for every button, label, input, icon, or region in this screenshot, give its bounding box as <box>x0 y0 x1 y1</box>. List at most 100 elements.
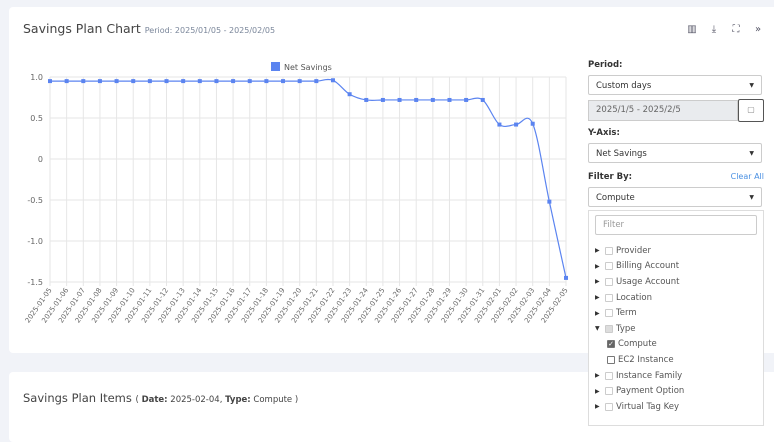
filter-search-input[interactable]: Filter <box>595 215 757 235</box>
filter-tree-label: Term <box>616 308 637 319</box>
filter-tree-label: Compute <box>618 339 657 350</box>
checkbox[interactable] <box>605 277 613 286</box>
filter-tree-item[interactable]: EC2 Instance <box>595 352 684 368</box>
caret-down-icon: ▼ <box>749 82 754 89</box>
checkbox[interactable] <box>605 246 613 255</box>
y-tick-label: -1.0 <box>27 237 43 246</box>
filter-tree-item[interactable]: ▶ Instance Family <box>595 368 684 384</box>
data-point <box>214 79 219 84</box>
series-line <box>50 78 567 279</box>
caret-right-icon[interactable]: ▶ <box>595 372 600 380</box>
caret-right-icon[interactable]: ▶ <box>595 294 600 302</box>
calendar-icon: ▢ <box>747 105 755 114</box>
filter-label: Filter By: <box>588 172 633 182</box>
filter-tree-item[interactable]: ▶ Provider <box>595 243 684 259</box>
data-point <box>281 79 286 84</box>
data-point <box>231 79 236 84</box>
data-point <box>480 97 485 102</box>
period-subtitle: Period: 2025/01/05 - 2025/02/05 <box>144 26 276 35</box>
filter-tree-label: Type <box>616 323 636 334</box>
caret-down-icon[interactable]: ▼ <box>595 325 600 333</box>
data-point <box>81 79 86 84</box>
data-point <box>530 121 535 126</box>
download-icon[interactable]: ⤓ <box>711 24 717 35</box>
fullscreen-icon[interactable]: ⛶ <box>732 24 740 35</box>
collapse-panel-icon[interactable]: » <box>754 24 762 35</box>
data-point <box>514 122 519 127</box>
filter-tree-item[interactable]: ▶ Billing Account <box>595 259 684 275</box>
date-range-input[interactable]: 2025/1/5 - 2025/2/5 <box>588 100 738 121</box>
items-title: Savings Plan Items ( Date: 2025-02-04, T… <box>23 391 299 405</box>
data-point <box>397 97 402 102</box>
data-point <box>364 97 369 102</box>
filter-tree-item[interactable]: ▶ Usage Account <box>595 274 684 290</box>
caret-right-icon[interactable]: ▶ <box>595 247 600 255</box>
filter-tree: ▶ Provider ▶ Billing Account ▶ Usage Account ▶… <box>595 243 684 415</box>
checkbox[interactable] <box>605 293 613 302</box>
data-point <box>97 79 102 84</box>
checkbox[interactable]: ✓ <box>607 340 615 349</box>
data-point <box>347 92 352 97</box>
period-label: Period: <box>588 60 623 70</box>
caret-down-icon: ▼ <box>749 194 754 201</box>
filter-tree-item[interactable]: ▶ Location <box>595 290 684 306</box>
caret-right-icon[interactable]: ▶ <box>595 278 600 286</box>
checkbox[interactable] <box>605 371 613 380</box>
data-point <box>131 79 136 84</box>
data-point <box>447 97 452 102</box>
data-point <box>197 79 202 84</box>
filter-select[interactable]: Compute ▼ <box>588 187 762 207</box>
filter-tree-label: Billing Account <box>616 261 680 272</box>
data-point <box>164 79 169 84</box>
calendar-button[interactable]: ▢ <box>738 99 764 122</box>
filter-tree-label: Payment Option <box>616 386 685 397</box>
data-point <box>297 79 302 84</box>
checkbox[interactable] <box>607 355 615 364</box>
data-point <box>64 79 69 84</box>
y-tick-label: -0.5 <box>27 196 43 205</box>
checkbox[interactable] <box>605 262 613 271</box>
checkbox[interactable] <box>605 324 613 333</box>
data-point <box>181 79 186 84</box>
bar-chart-icon[interactable]: ▥ <box>687 24 697 35</box>
data-point <box>114 79 119 84</box>
y-tick-label: 1.0 <box>30 73 43 82</box>
data-point <box>414 97 419 102</box>
data-point <box>247 79 252 84</box>
data-point <box>330 78 335 83</box>
legend-swatch <box>271 62 280 71</box>
filter-tree-item[interactable]: ✓ Compute <box>595 337 684 353</box>
y-tick-label: -1.5 <box>27 278 43 287</box>
checkbox[interactable] <box>605 402 613 411</box>
data-point <box>497 122 502 127</box>
clear-all-link[interactable]: Clear All <box>730 172 764 181</box>
caret-right-icon[interactable]: ▶ <box>595 403 600 411</box>
filter-tree-item[interactable]: ▶ Virtual Tag Key <box>595 399 684 415</box>
filter-tree-label: Instance Family <box>616 370 683 381</box>
caret-right-icon[interactable]: ▶ <box>595 309 600 317</box>
filter-tree-item[interactable]: ▼ Type <box>595 321 684 337</box>
filter-tree-item[interactable]: ▶ Payment Option <box>595 383 684 399</box>
period-select[interactable]: Custom days ▼ <box>588 75 762 95</box>
data-point <box>264 79 269 84</box>
filter-tree-label: Provider <box>616 245 651 256</box>
data-point <box>314 79 319 84</box>
checkbox[interactable] <box>605 387 613 396</box>
filter-tree-item[interactable]: ▶ Term <box>595 305 684 321</box>
caret-down-icon: ▼ <box>749 150 754 157</box>
caret-right-icon[interactable]: ▶ <box>595 262 600 270</box>
data-point <box>430 97 435 102</box>
yaxis-label: Y-Axis: <box>588 128 620 138</box>
yaxis-select[interactable]: Net Savings ▼ <box>588 143 762 163</box>
data-point <box>564 275 568 280</box>
legend-label: Net Savings <box>284 63 332 72</box>
data-point <box>147 79 152 84</box>
chart-toolbar: ▥ ⤓ ⛶ » <box>686 24 764 35</box>
y-tick-label: 0.5 <box>30 114 43 123</box>
net-savings-chart: 1.00.50-0.5-1.0-1.52025-01-052025-01-062… <box>24 62 570 324</box>
checkbox[interactable] <box>605 309 613 318</box>
data-point <box>380 97 385 102</box>
filter-dropdown: Filter ▶ Provider ▶ Billing Account ▶ Usage A… <box>588 210 764 426</box>
caret-right-icon[interactable]: ▶ <box>595 387 600 395</box>
chart-title: Savings Plan Chart Period: 2025/01/05 - 2… <box>23 21 276 36</box>
